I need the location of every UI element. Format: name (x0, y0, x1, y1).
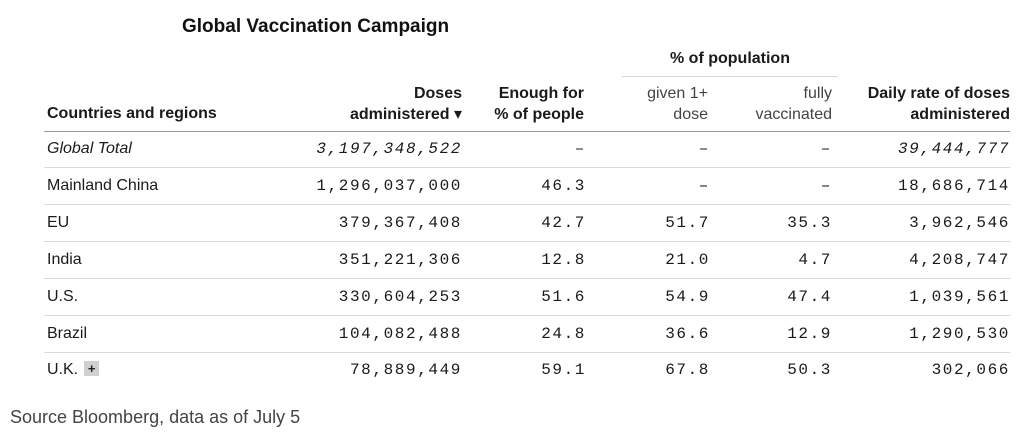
header-daily-line2: administered (910, 106, 1010, 123)
header-enough-line1: Enough for (498, 85, 584, 102)
table-row: EU 379,367,408 42.7 51.7 35.3 3,962,546 (44, 205, 1010, 242)
header-doses-line2-sort: administered ▾ (349, 106, 462, 123)
table-row: India 351,221,306 12.8 21.0 4.7 4,208,74… (44, 242, 1010, 279)
cell-enough: 46.3 (541, 177, 586, 195)
cell-fully: 12.9 (787, 325, 832, 343)
table-row-global-total: Global Total 3,197,348,522 – – – 39,444,… (44, 131, 1010, 168)
cell-doses: 1,296,037,000 (316, 177, 462, 195)
cell-given: 54.9 (665, 288, 710, 306)
cell-daily: 3,962,546 (909, 214, 1010, 232)
cell-daily: 302,066 (931, 361, 1010, 379)
cell-country-with-expand: U.K. + (47, 352, 100, 388)
header-daily-line1: Daily rate of doses (867, 85, 1010, 102)
cell-enough: – (574, 140, 586, 158)
cell-country: U.S. (47, 288, 79, 305)
cell-country: EU (47, 214, 70, 231)
cell-country: Mainland China (47, 177, 159, 194)
cell-daily: 39,444,777 (897, 140, 1010, 158)
cell-given: 67.8 (665, 361, 710, 379)
cell-doses: 3,197,348,522 (316, 140, 462, 158)
cell-enough: 59.1 (541, 361, 586, 379)
cell-fully: 47.4 (787, 288, 832, 306)
plus-icon[interactable]: + (84, 361, 100, 376)
cell-fully: – (820, 140, 832, 158)
cell-country-label: U.K. (47, 361, 79, 378)
cell-daily: 4,208,747 (909, 251, 1010, 269)
cell-given: 51.7 (665, 214, 710, 232)
cell-enough: 51.6 (541, 288, 586, 306)
header-doses-administered[interactable]: Doses administered ▾ (300, 83, 462, 125)
header-enough-line2: % of people (494, 106, 584, 123)
cell-doses: 379,367,408 (338, 214, 462, 232)
cell-fully: 35.3 (787, 214, 832, 232)
table-row: U.K. + 78,889,449 59.1 67.8 50.3 302,066 (44, 352, 1010, 388)
cell-country: Brazil (47, 325, 88, 342)
header-fully-line1: fully (803, 85, 832, 102)
cell-doses: 104,082,488 (338, 325, 462, 343)
source-note: Source Bloomberg, data as of July 5 (10, 407, 301, 427)
table-row: U.S. 330,604,253 51.6 54.9 47.4 1,039,56… (44, 279, 1010, 316)
header-given-one-dose[interactable]: given 1+ dose (600, 83, 708, 125)
header-given-line1: given 1+ (647, 85, 708, 102)
header-fully-line2: vaccinated (755, 106, 833, 123)
cell-enough: 12.8 (541, 251, 586, 269)
population-group-header: % of population (622, 50, 838, 77)
header-given-line2: dose (673, 106, 708, 123)
table-row: Brazil 104,082,488 24.8 36.6 12.9 1,290,… (44, 316, 1010, 353)
cell-doses: 351,221,306 (338, 251, 462, 269)
cell-daily: 1,039,561 (909, 288, 1010, 306)
header-daily-rate[interactable]: Daily rate of doses administered (840, 83, 1010, 125)
cell-given: – (698, 177, 710, 195)
cell-country: India (47, 251, 82, 268)
table-title: Global Vaccination Campaign (182, 16, 450, 37)
cell-country: Global Total (47, 140, 132, 157)
header-divider (44, 131, 1010, 132)
cell-enough: 24.8 (541, 325, 586, 343)
cell-given: 36.6 (665, 325, 710, 343)
header-enough-for[interactable]: Enough for % of people (470, 83, 584, 125)
cell-fully: 4.7 (798, 251, 832, 269)
cell-enough: 42.7 (541, 214, 586, 232)
cell-doses: 330,604,253 (338, 288, 462, 306)
header-doses-line1: Doses (413, 85, 462, 102)
cell-given: 21.0 (665, 251, 710, 269)
cell-daily: 18,686,714 (897, 177, 1010, 195)
cell-fully: 50.3 (787, 361, 832, 379)
cell-daily: 1,290,530 (909, 325, 1010, 343)
header-fully-vaccinated[interactable]: fully vaccinated (716, 83, 833, 125)
cell-given: – (698, 140, 710, 158)
cell-fully: – (820, 177, 832, 195)
header-countries: Countries and regions (47, 105, 217, 122)
cell-doses: 78,889,449 (349, 361, 462, 379)
table-row: Mainland China 1,296,037,000 46.3 – – 18… (44, 168, 1010, 205)
